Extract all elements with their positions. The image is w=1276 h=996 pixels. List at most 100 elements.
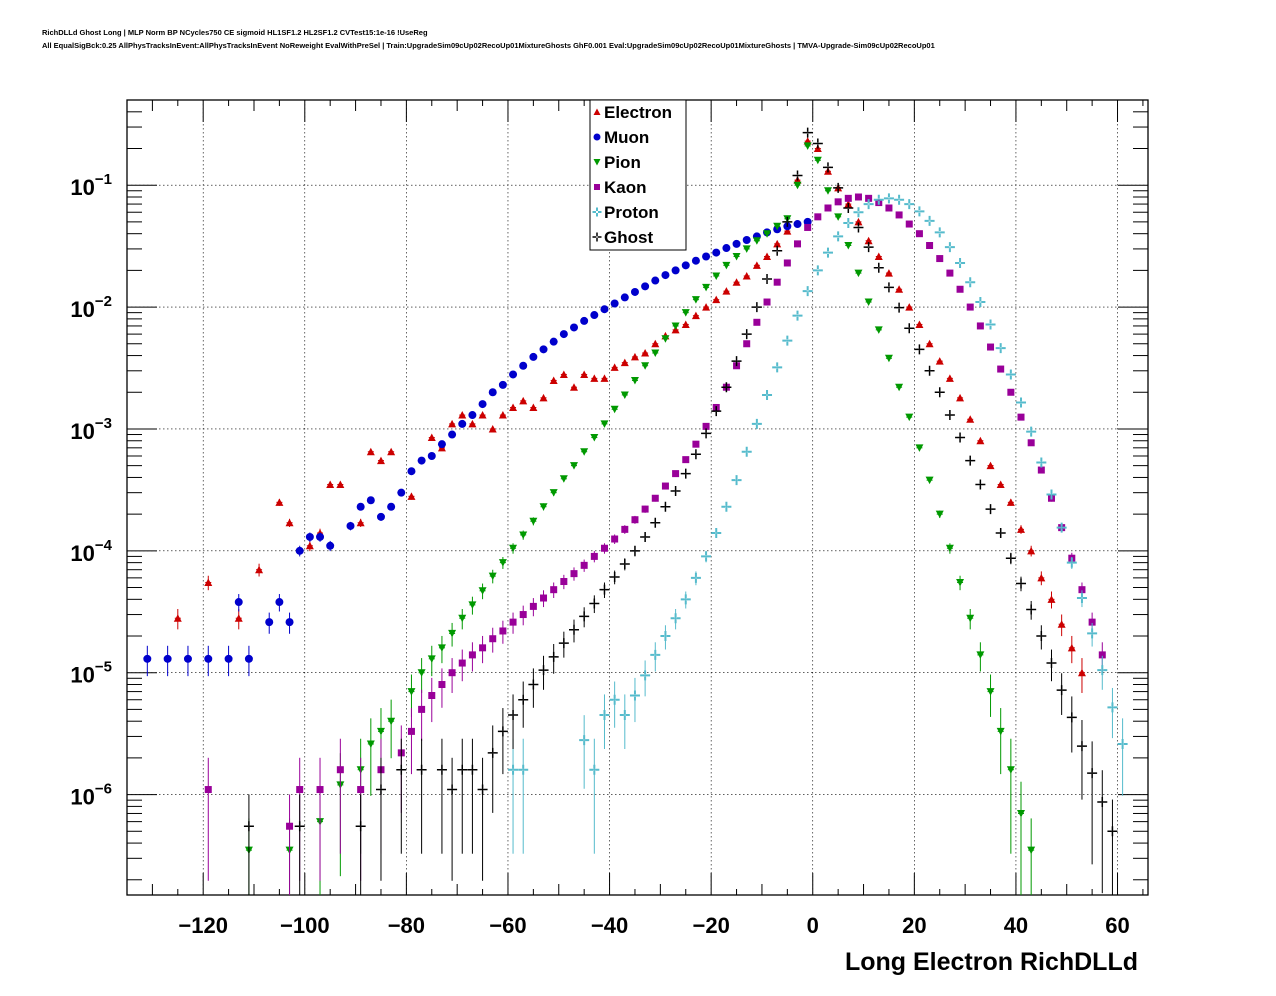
data-point xyxy=(509,544,518,553)
data-point xyxy=(660,631,671,642)
data-point xyxy=(712,272,721,280)
data-point xyxy=(1117,739,1128,750)
data-point xyxy=(671,322,680,330)
data-point xyxy=(751,302,762,313)
data-point xyxy=(1066,712,1077,723)
data-point xyxy=(792,310,803,321)
data-point xyxy=(396,764,407,775)
data-point xyxy=(702,252,711,261)
y-tick-label: 10−5 xyxy=(70,659,112,688)
data-point xyxy=(956,578,965,587)
data-point xyxy=(234,614,243,622)
series-electron xyxy=(173,137,1086,693)
data-point xyxy=(580,561,588,569)
axis-ticks: −120 −100 −80 −60 −40 −20 0 20 40 60 10−1 10−2 10−3 1… xyxy=(70,99,1148,938)
data-point xyxy=(1027,846,1036,855)
data-point xyxy=(428,692,436,700)
data-point xyxy=(468,411,477,420)
data-point xyxy=(528,679,539,690)
data-point xyxy=(366,496,375,505)
data-point xyxy=(356,518,365,527)
data-point xyxy=(1087,768,1098,779)
data-point xyxy=(620,358,629,367)
data-point xyxy=(448,669,456,677)
data-point xyxy=(549,337,558,346)
data-point xyxy=(762,389,773,400)
data-point xyxy=(874,252,883,260)
data-point xyxy=(1006,766,1015,774)
data-point xyxy=(1026,604,1037,615)
data-point xyxy=(498,411,507,419)
data-point xyxy=(375,784,386,795)
data-point xyxy=(620,391,629,399)
data-point xyxy=(692,440,700,448)
data-point xyxy=(295,546,304,555)
data-point xyxy=(1077,668,1086,677)
data-point xyxy=(1087,628,1098,639)
data-point xyxy=(610,299,619,308)
data-point xyxy=(661,271,670,280)
data-point xyxy=(1066,557,1077,568)
data-point xyxy=(265,618,274,627)
legend-marker xyxy=(592,207,602,217)
data-point xyxy=(1005,553,1016,564)
data-point xyxy=(904,323,915,334)
data-point xyxy=(895,383,904,392)
data-point xyxy=(296,786,304,794)
data-point xyxy=(204,654,213,663)
data-point xyxy=(1007,388,1015,396)
data-point xyxy=(540,594,548,602)
data-point xyxy=(905,303,914,311)
data-point xyxy=(966,415,975,423)
data-point xyxy=(559,330,568,339)
data-point xyxy=(579,611,590,622)
data-point xyxy=(1098,651,1106,659)
x-tick-label: 0 xyxy=(807,913,819,938)
data-point xyxy=(996,727,1005,736)
data-point xyxy=(477,784,488,795)
x-tick-label: 40 xyxy=(1004,913,1028,938)
data-point xyxy=(894,194,905,205)
data-point xyxy=(599,709,610,720)
data-point xyxy=(823,187,832,195)
data-point xyxy=(590,311,599,320)
data-point xyxy=(1027,546,1036,555)
data-point xyxy=(935,510,944,519)
data-point xyxy=(650,517,661,528)
data-point xyxy=(802,286,813,297)
data-point xyxy=(915,444,924,452)
data-point xyxy=(600,374,609,382)
data-point xyxy=(509,618,517,626)
data-point xyxy=(934,227,945,238)
data-point xyxy=(722,244,731,253)
data-point xyxy=(550,586,558,594)
data-point xyxy=(183,654,192,663)
series-proton xyxy=(508,193,1128,854)
legend: Electron Muon Pion Kaon Proton Ghost xyxy=(589,99,687,251)
data-point xyxy=(478,411,487,419)
data-point xyxy=(722,261,731,270)
data-point xyxy=(640,531,651,542)
data-point xyxy=(934,387,945,398)
data-point xyxy=(711,528,722,539)
data-point xyxy=(488,424,497,433)
data-point xyxy=(275,498,284,506)
data-point xyxy=(804,223,812,231)
data-point xyxy=(255,565,264,574)
data-point xyxy=(579,735,590,746)
data-point xyxy=(438,681,446,689)
data-point xyxy=(518,764,529,775)
data-point xyxy=(763,298,771,306)
data-point xyxy=(925,339,934,348)
data-point xyxy=(560,578,568,586)
data-point xyxy=(244,654,253,663)
data-point xyxy=(286,822,294,830)
data-point xyxy=(936,255,944,263)
data-point xyxy=(589,598,600,609)
data-point xyxy=(488,388,497,397)
data-point xyxy=(680,468,691,479)
data-point xyxy=(812,138,823,149)
data-point xyxy=(619,709,630,720)
data-point xyxy=(529,403,538,411)
data-point xyxy=(1067,643,1076,652)
